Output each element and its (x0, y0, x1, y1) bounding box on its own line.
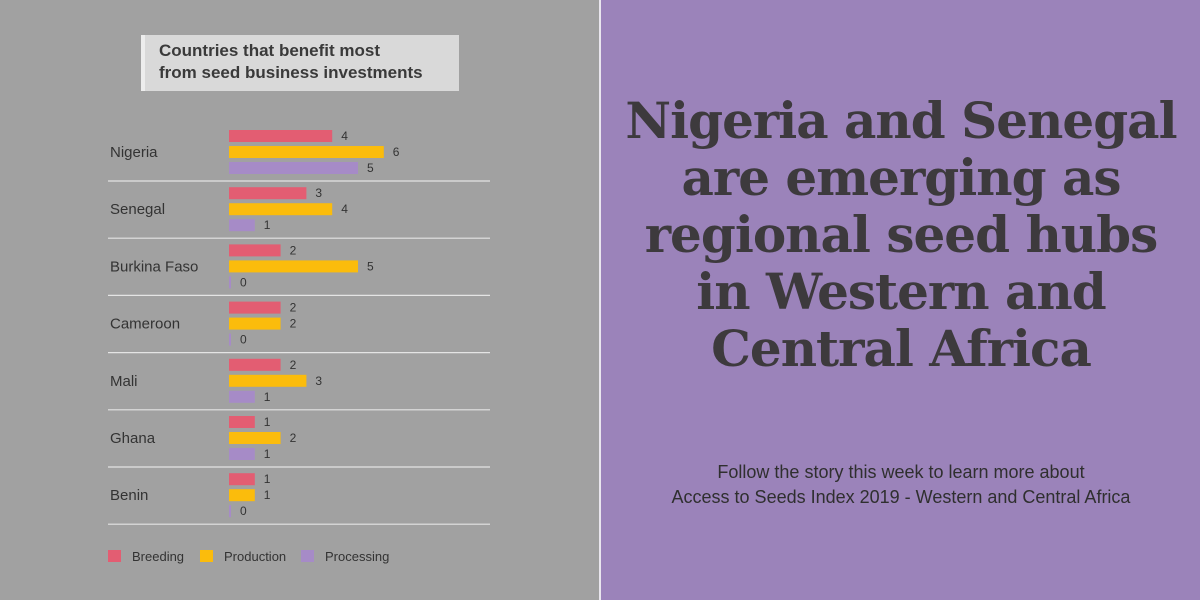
bar-production (229, 432, 281, 444)
value-label: 4 (341, 202, 348, 216)
bar-production (229, 203, 333, 216)
category-label: Ghana (110, 430, 156, 447)
legend-label-breeding: Breeding (132, 549, 184, 564)
bar-processing (229, 448, 255, 460)
chart-title: Countries that benefit most from seed bu… (159, 41, 423, 82)
value-label: 0 (240, 333, 247, 347)
value-label: 2 (290, 243, 297, 257)
legend-label-processing: Processing (325, 549, 389, 564)
value-label: 2 (290, 358, 297, 372)
panel-divider (599, 0, 601, 600)
bar-production (229, 374, 307, 387)
bar-breeding (229, 130, 333, 142)
bar-breeding (229, 416, 255, 428)
bar-breeding (229, 473, 255, 486)
value-label: 0 (240, 275, 247, 289)
value-label: 4 (341, 129, 348, 143)
value-label: 5 (367, 161, 374, 175)
value-label: 2 (290, 431, 297, 445)
bar-production (229, 317, 281, 330)
bar-breeding (229, 358, 281, 371)
value-label: 2 (290, 317, 297, 331)
category-label: Nigeria (110, 144, 158, 161)
bar-processing (229, 219, 255, 232)
value-label: 1 (264, 390, 271, 404)
value-label: 0 (240, 504, 247, 518)
bar-processing (229, 390, 255, 403)
value-label: 3 (315, 186, 322, 200)
value-label: 1 (264, 472, 271, 486)
category-label: Mali (110, 373, 138, 390)
chart-title-box: Countries that benefit most from seed bu… (141, 35, 459, 91)
bar-production (229, 146, 384, 158)
bar-processing (229, 276, 231, 289)
bar-production (229, 260, 358, 273)
bar-production (229, 489, 255, 502)
value-label: 3 (315, 374, 322, 388)
bar-breeding (229, 301, 281, 314)
bar-processing (229, 333, 231, 346)
category-label: Benin (110, 487, 148, 504)
bar-processing (229, 505, 231, 518)
value-label: 2 (290, 301, 297, 315)
legend-swatch-production (200, 550, 213, 562)
category-label: Cameroon (110, 316, 180, 333)
headline: Nigeria and Senegal are emerging as regi… (625, 91, 1177, 378)
legend-swatch-processing (301, 550, 314, 562)
value-label: 1 (264, 415, 271, 429)
bar-processing (229, 162, 358, 174)
subline: Follow the story this week to learn more… (671, 462, 1131, 507)
headline-panel: Nigeria and Senegal are emerging as regi… (601, 0, 1200, 600)
category-label: Burkina Faso (110, 258, 198, 275)
value-label: 6 (393, 145, 400, 159)
value-label: 1 (264, 218, 271, 232)
legend-swatch-breeding (108, 550, 121, 562)
bar-breeding (229, 187, 307, 200)
value-label: 1 (264, 447, 271, 461)
chart-panel: Countries that benefit most from seed bu… (0, 0, 599, 600)
legend-label-production: Production (224, 549, 286, 564)
bar-chart: Nigeria 4 6 5 Senegal 3 4 1 Burkina Faso 2 5 0 Camer… (108, 129, 490, 564)
value-label: 1 (264, 488, 271, 502)
bar-breeding (229, 244, 281, 257)
value-label: 5 (367, 259, 374, 273)
category-label: Senegal (110, 201, 165, 218)
